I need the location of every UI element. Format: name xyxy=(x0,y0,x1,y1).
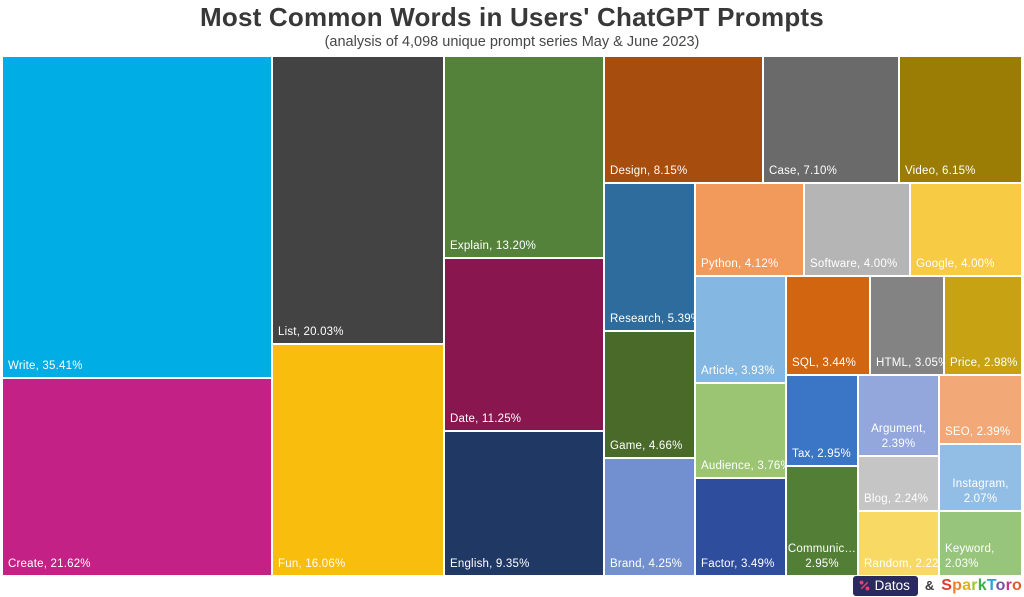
tile-label: Google, 4.00% xyxy=(916,258,995,271)
tile-label: Keyword, 2.03% xyxy=(945,543,995,571)
treemap-tile-list[interactable]: List, 20.03% xyxy=(273,57,443,343)
datos-logo-icon xyxy=(859,580,870,590)
chart-title: Most Common Words in Users' ChatGPT Prom… xyxy=(200,2,824,32)
tile-label: SQL, 3.44% xyxy=(792,357,857,370)
tile-label: Argument, 2.39% xyxy=(871,423,926,451)
treemap-tile-python[interactable]: Python, 4.12% xyxy=(696,184,803,275)
treemap-tile-video[interactable]: Video, 6.15% xyxy=(900,57,1021,182)
tile-label: Write, 35.41% xyxy=(8,360,83,373)
sparktoro-letter: S xyxy=(941,576,953,594)
tile-label: Article, 3.93% xyxy=(701,365,775,378)
treemap-tile-game[interactable]: Game, 4.66% xyxy=(605,332,694,457)
treemap-tile-fun[interactable]: Fun, 16.06% xyxy=(273,345,443,575)
treemap-tile-price[interactable]: Price, 2.98% xyxy=(945,277,1021,374)
tile-label: Case, 7.10% xyxy=(769,165,838,178)
tile-label: Research, 5.39% xyxy=(610,313,694,326)
ampersand-text: & xyxy=(924,578,935,593)
treemap-tile-html[interactable]: HTML, 3.05% xyxy=(871,277,943,374)
tile-label: Video, 6.15% xyxy=(905,165,976,178)
sparktoro-logo: SparkToro xyxy=(941,577,1022,595)
treemap-tile-instagram[interactable]: Instagram, 2.07% xyxy=(940,445,1021,510)
tile-label: Create, 21.62% xyxy=(8,558,91,571)
tile-label: Factor, 3.49% xyxy=(701,558,775,571)
treemap-tile-argument[interactable]: Argument, 2.39% xyxy=(859,376,938,455)
tile-label: Blog, 2.24% xyxy=(864,493,929,506)
tile-label: English, 9.35% xyxy=(450,558,530,571)
treemap-tile-audience[interactable]: Audience, 3.76% xyxy=(696,384,785,477)
sparktoro-letter: r xyxy=(1005,576,1013,594)
treemap-chart: Write, 35.41% Create, 21.62% List, 20.03% F… xyxy=(3,57,1021,575)
tile-label: Software, 4.00% xyxy=(810,258,898,271)
datos-logo-text: Datos xyxy=(874,577,910,593)
treemap-tile-google[interactable]: Google, 4.00% xyxy=(911,184,1021,275)
treemap-tile-seo[interactable]: SEO, 2.39% xyxy=(940,376,1021,443)
treemap-tile-explain[interactable]: Explain, 13.20% xyxy=(445,57,603,257)
tile-label: Communic… 2.95% xyxy=(787,543,857,571)
tile-label: List, 20.03% xyxy=(278,326,344,339)
treemap-tile-research[interactable]: Research, 5.39% xyxy=(605,184,694,330)
chart-header: Most Common Words in Users' ChatGPT Prom… xyxy=(0,3,1024,50)
tile-label: Instagram, 2.07% xyxy=(952,478,1009,506)
treemap-tile-design[interactable]: Design, 8.15% xyxy=(605,57,762,182)
treemap-tile-date[interactable]: Date, 11.25% xyxy=(445,259,603,430)
sparktoro-letter: r xyxy=(971,576,978,594)
tile-label: Design, 8.15% xyxy=(610,165,688,178)
treemap-tile-blog[interactable]: Blog, 2.24% xyxy=(859,457,938,510)
tile-label: HTML, 3.05% xyxy=(876,357,943,370)
treemap-tile-keyword[interactable]: Keyword, 2.03% xyxy=(940,512,1021,575)
sparktoro-letter: o xyxy=(995,576,1006,594)
treemap-tile-write[interactable]: Write, 35.41% xyxy=(3,57,271,377)
sparktoro-letter: p xyxy=(952,576,963,594)
treemap-tile-create[interactable]: Create, 21.62% xyxy=(3,379,271,575)
treemap-tile-sql[interactable]: SQL, 3.44% xyxy=(787,277,869,374)
tile-label: Date, 11.25% xyxy=(450,413,522,426)
treemap-tile-english[interactable]: English, 9.35% xyxy=(445,432,603,575)
treemap-tile-brand[interactable]: Brand, 4.25% xyxy=(605,459,694,575)
tile-label: Random, 2.22% xyxy=(864,558,938,571)
tile-label: Brand, 4.25% xyxy=(610,558,683,571)
treemap-tile-case[interactable]: Case, 7.10% xyxy=(764,57,898,182)
sparktoro-letter: T xyxy=(986,576,996,594)
treemap-tile-random[interactable]: Random, 2.22% xyxy=(859,512,938,575)
datos-logo: Datos xyxy=(852,575,918,596)
tile-label: Audience, 3.76% xyxy=(701,460,785,473)
sparktoro-letter: k xyxy=(977,576,987,594)
treemap-tile-communication[interactable]: Communic… 2.95% xyxy=(787,467,857,575)
tile-label: Game, 4.66% xyxy=(610,440,683,453)
tile-label: Price, 2.98% xyxy=(950,357,1018,370)
attribution-footer: Datos & SparkToro xyxy=(852,575,1022,596)
tile-label: Explain, 13.20% xyxy=(450,240,537,253)
treemap-tile-factor[interactable]: Factor, 3.49% xyxy=(696,479,785,575)
tile-label: Tax, 2.95% xyxy=(792,448,851,461)
treemap-tile-software[interactable]: Software, 4.00% xyxy=(805,184,909,275)
tile-label: Fun, 16.06% xyxy=(278,558,346,571)
tile-label: SEO, 2.39% xyxy=(945,426,1011,439)
tile-label: Python, 4.12% xyxy=(701,258,779,271)
sparktoro-letter: o xyxy=(1012,576,1022,594)
chart-subtitle: (analysis of 4,098 unique prompt series … xyxy=(324,33,700,50)
sparktoro-letter: a xyxy=(962,576,972,594)
treemap-tile-tax[interactable]: Tax, 2.95% xyxy=(787,376,857,465)
treemap-tile-article[interactable]: Article, 3.93% xyxy=(696,277,785,382)
